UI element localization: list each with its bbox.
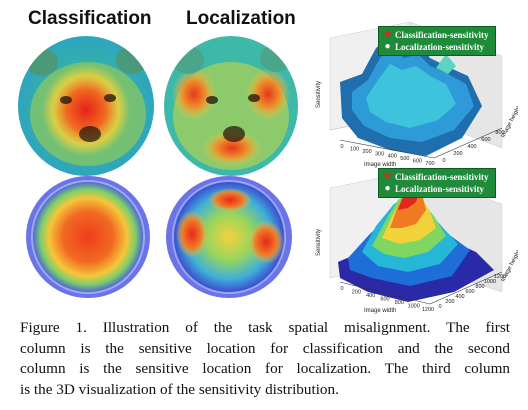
plot2-legend-localization: ● Localization-sensitivity xyxy=(383,183,489,195)
plot1-x-tick-label: 100 xyxy=(350,146,359,152)
plot1-x-tick-label: 200 xyxy=(363,149,372,155)
dish-classification-heatmap xyxy=(26,176,150,298)
plot2-y-tick-label: 400 xyxy=(455,294,464,300)
plot1-y-tick-label: 0 xyxy=(442,158,445,164)
plot1-z-axis-title: Sensitivity xyxy=(316,81,322,108)
dot-icon: ● xyxy=(384,183,391,194)
caption-line-1: Figure 1. Illustration of the task spati… xyxy=(20,319,510,336)
plot2-y-axis-title: Image height xyxy=(500,249,518,283)
plot1-y-tick-label: 200 xyxy=(453,151,462,157)
plot2-y-tick-label: 1200 xyxy=(494,274,506,280)
plot1-x-tick-label: 600 xyxy=(413,159,422,165)
sensitivity-3d-plot-2: 0 200 400 600 800 1000 1200 Image width 0 200 40… xyxy=(306,166,518,314)
caption-line-4: is the 3D visualization of the sensitivi… xyxy=(20,380,339,398)
plot2-y-tick-label: 600 xyxy=(465,289,474,295)
plot1-y-tick-label: 400 xyxy=(467,144,476,150)
plot2-x-tick-label: 800 xyxy=(395,300,404,306)
plot2-legend-classification: ★ Classification-sensitivity xyxy=(383,171,489,183)
plot1-legend-label-localization: Localization-sensitivity xyxy=(395,42,484,52)
plot1-x-axis-title: Image width xyxy=(364,162,396,168)
plot1-x-tick-label: 0 xyxy=(340,144,343,150)
figure-caption: Figure 1. Illustration of the task spati… xyxy=(20,318,510,400)
plot2-y-tick-label: 200 xyxy=(445,299,454,305)
plot1-x-tick-label: 500 xyxy=(400,156,409,162)
plot1-y-tick-label: 800 xyxy=(495,130,504,136)
plot1-y-tick-label: 600 xyxy=(481,137,490,143)
plot2-x-tick-label: 400 xyxy=(366,293,375,299)
plot2-x-tick-label: 600 xyxy=(380,297,389,303)
plot1-x-tick-label: 300 xyxy=(375,151,384,157)
plot2-x-tick-label: 0 xyxy=(340,286,343,292)
plot2-x-tick-label: 1000 xyxy=(408,304,420,310)
plot2-legend: ★ Classification-sensitivity ● Localizat… xyxy=(378,168,496,198)
plot2-x-axis-title: Image width xyxy=(364,308,396,314)
plot2-x-tick-label: 1200 xyxy=(422,307,434,313)
plot2-y-tick-label: 0 xyxy=(438,304,441,310)
plot1-legend-classification: ★ Classification-sensitivity xyxy=(383,29,489,41)
dot-icon: ● xyxy=(384,41,391,52)
plot1-legend-localization: ● Localization-sensitivity xyxy=(383,41,489,53)
plot2-x-tick-label: 200 xyxy=(352,290,361,296)
caption-line-2: column is the sensitive location for cla… xyxy=(20,339,510,357)
plot1-legend: ★ Classification-sensitivity ● Localizat… xyxy=(378,26,496,56)
column-title-classification: Classification xyxy=(28,8,152,29)
plot1-x-tick-label: 700 xyxy=(425,161,434,167)
plot2-legend-label-classification: Classification-sensitivity xyxy=(395,172,489,182)
star-icon: ★ xyxy=(383,29,392,40)
star-icon: ★ xyxy=(383,171,392,182)
plot2-z-axis-title: Sensitivity xyxy=(316,229,322,256)
plot1-x-tick-label: 400 xyxy=(388,154,397,160)
bear-localization-heatmap xyxy=(164,36,298,176)
plot2-y-tick-label: 1000 xyxy=(484,279,496,285)
caption-line-3: column is the sensitive location for loc… xyxy=(20,360,510,377)
plot2-y-tick-label: 800 xyxy=(475,284,484,290)
column-title-localization: Localization xyxy=(186,8,296,29)
plot2-legend-label-localization: Localization-sensitivity xyxy=(395,184,484,194)
plot1-legend-label-classification: Classification-sensitivity xyxy=(395,30,489,40)
dish-localization-heatmap xyxy=(166,176,292,298)
plot1-y-axis-title: Image height xyxy=(500,105,518,139)
bear-classification-heatmap xyxy=(18,36,154,176)
